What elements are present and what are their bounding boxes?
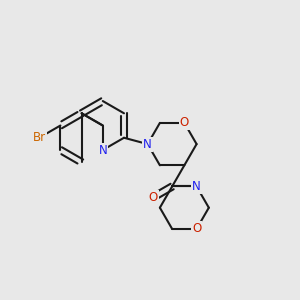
Text: O: O <box>148 191 158 204</box>
Text: N: N <box>192 180 201 193</box>
Text: O: O <box>180 116 189 129</box>
Text: N: N <box>143 138 152 151</box>
Text: N: N <box>98 143 107 157</box>
Text: Br: Br <box>33 131 46 144</box>
Text: O: O <box>192 222 201 236</box>
